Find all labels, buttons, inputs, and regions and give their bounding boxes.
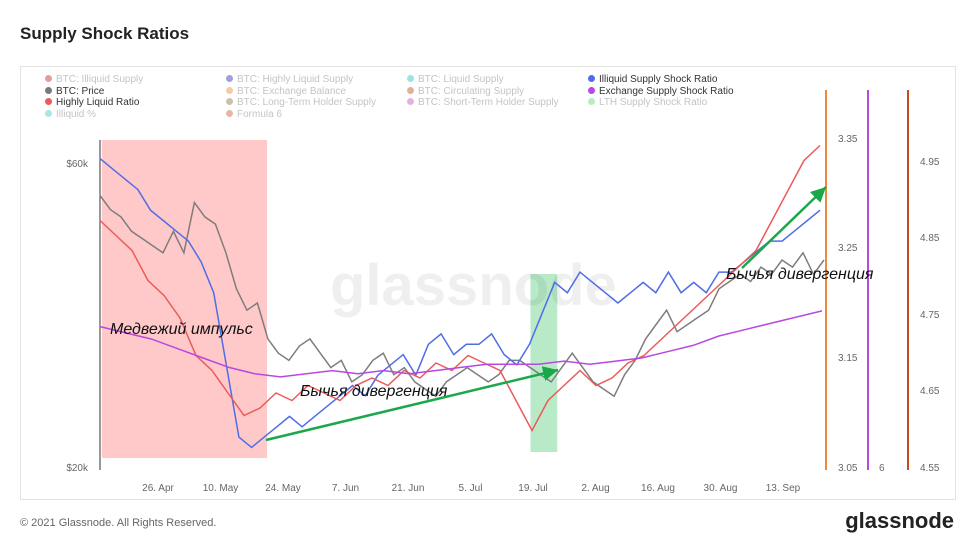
x-tick: 16. Aug <box>641 483 675 494</box>
x-tick: 30. Aug <box>704 483 738 494</box>
y-right3-tick: 4.65 <box>920 386 940 397</box>
x-tick: 19. Jul <box>518 483 547 494</box>
legend-label: Exchange Supply Shock Ratio <box>599 85 734 97</box>
legend-swatch <box>45 98 52 105</box>
x-tick: 2. Aug <box>581 483 609 494</box>
series-highly-liquid-ratio <box>99 144 821 433</box>
x-tick: 7. Jun <box>332 483 359 494</box>
x-tick: 5. Jul <box>459 483 483 494</box>
annotation-bear: Медвежий импульс <box>110 321 253 338</box>
legend-label: BTC: Liquid Supply <box>418 74 504 85</box>
legend-item[interactable]: BTC: Circulating Supply <box>407 86 524 97</box>
legend-item[interactable]: BTC: Long-Term Holder Supply <box>226 97 376 108</box>
y-right3-tick: 4.85 <box>920 233 940 244</box>
brand-logo: glassnode <box>845 508 954 533</box>
legend-label: Illiquid % <box>56 108 97 120</box>
y-right3-tick: 4.75 <box>920 310 940 321</box>
legend-item[interactable]: Illiquid Supply Shock Ratio <box>588 74 717 85</box>
legend-swatch <box>226 75 233 82</box>
y-right1-tick: 3.15 <box>838 353 858 364</box>
legend-label: Formula 6 <box>237 108 283 120</box>
y-right1-tick: 3.25 <box>838 243 858 254</box>
legend-item[interactable]: BTC: Liquid Supply <box>407 74 504 85</box>
series-exchange-ratio <box>99 310 823 378</box>
legend-swatch <box>45 75 52 82</box>
arrow-bull-1 <box>265 366 559 442</box>
chart-title: Supply Shock Ratios <box>20 24 190 43</box>
legend-label: BTC: Circulating Supply <box>418 85 525 97</box>
legend-swatch <box>588 86 595 94</box>
series-btc-price <box>99 194 825 398</box>
legend-swatch <box>226 86 233 94</box>
legend-item[interactable]: Highly Liquid Ratio <box>45 97 139 108</box>
y-right3-tick: 4.55 <box>920 463 940 474</box>
y-right2-tick: 6 <box>879 463 885 474</box>
watermark: glassnode <box>330 253 617 318</box>
y-left-tick: $60k <box>66 159 89 170</box>
legend-label: Illiquid Supply Shock Ratio <box>599 74 718 85</box>
legend-item[interactable]: Exchange Supply Shock Ratio <box>588 86 734 97</box>
y-left-tick: $20k <box>66 463 89 474</box>
chart-panel <box>20 66 956 500</box>
legend-label: BTC: Long-Term Holder Supply <box>237 97 376 108</box>
legend-item[interactable]: Illiquid % <box>45 109 96 120</box>
arrow-bull-2 <box>741 186 827 269</box>
series-illiquid-ratio <box>99 158 821 449</box>
legend-item[interactable]: Formula 6 <box>226 109 282 120</box>
copyright: © 2021 Glassnode. All Rights Reserved. <box>20 517 217 529</box>
legend-label: BTC: Price <box>56 85 105 97</box>
legend-swatch <box>407 86 414 94</box>
shaded-region-bear <box>101 140 268 458</box>
legend-label: BTC: Illiquid Supply <box>56 74 144 85</box>
legend-swatch <box>407 98 414 105</box>
legend-label: LTH Supply Shock Ratio <box>599 97 708 108</box>
legend-swatch <box>45 86 52 94</box>
legend-swatch <box>226 109 233 117</box>
legend-label: BTC: Exchange Balance <box>237 85 346 97</box>
legend-item[interactable]: BTC: Short-Term Holder Supply <box>407 97 559 108</box>
legend-item[interactable]: LTH Supply Shock Ratio <box>588 97 707 108</box>
legend-label: Highly Liquid Ratio <box>56 97 140 108</box>
legend-item[interactable]: BTC: Highly Liquid Supply <box>226 74 353 85</box>
y-right1-tick: 3.05 <box>838 463 858 474</box>
x-tick: 21. Jun <box>392 483 425 494</box>
x-tick: 13. Sep <box>766 483 801 494</box>
annotation-bull-2: Бычья дивергенция <box>726 266 874 283</box>
x-tick: 24. May <box>265 483 301 494</box>
x-tick: 26. Apr <box>142 483 174 494</box>
legend-label: BTC: Short-Term Holder Supply <box>418 97 559 108</box>
legend-swatch <box>226 98 233 105</box>
legend-swatch <box>588 75 595 82</box>
legend-item[interactable]: BTC: Exchange Balance <box>226 86 346 97</box>
legend-swatch <box>407 75 414 82</box>
x-tick: 10. May <box>203 483 239 494</box>
annotation-bull-1: Бычья дивергенция <box>300 383 448 400</box>
legend-item[interactable]: BTC: Price <box>45 86 104 97</box>
y-right3-tick: 4.95 <box>920 157 940 168</box>
legend-swatch <box>45 109 52 117</box>
legend-swatch <box>588 98 595 105</box>
legend-label: BTC: Highly Liquid Supply <box>237 74 354 85</box>
y-right1-tick: 3.35 <box>838 134 858 145</box>
legend-item[interactable]: BTC: Illiquid Supply <box>45 74 143 85</box>
